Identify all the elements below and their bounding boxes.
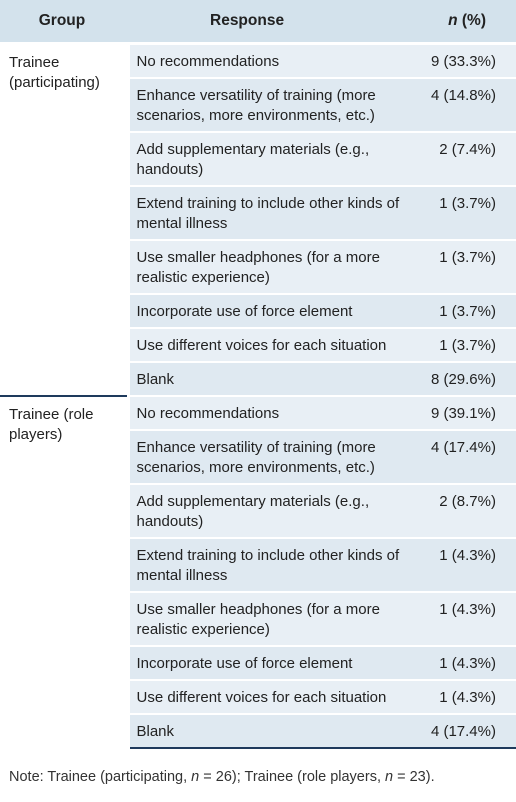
note-n2-label: n [385, 769, 394, 785]
response-cell: Enhance versatility of training (more sc… [128, 430, 420, 485]
table-row: Blank 4 (17.4%) [0, 714, 516, 749]
response-cell: No recommendations [128, 395, 420, 431]
value-cell: 8 (29.6%) [420, 362, 516, 397]
value-cell: 2 (8.7%) [420, 484, 516, 539]
response-cell: Add supplementary materials (e.g., hando… [128, 484, 420, 539]
value-cell: 9 (33.3%) [420, 42, 516, 79]
table-row: Extend training to include other kinds o… [0, 186, 516, 241]
response-cell: Extend training to include other kinds o… [128, 538, 420, 593]
table-row: Trainee (participating) No recommendation… [0, 42, 516, 396]
response-cell: Incorporate use of force element [128, 294, 420, 329]
table-header-row: Group Response n (%) [0, 0, 516, 45]
response-cell: Use different voices for each situation [128, 680, 420, 715]
table-row: Add supplementary materials (e.g., hando… [0, 132, 516, 187]
header-n-percent: n (%) [420, 0, 516, 45]
value-cell: 4 (14.8%) [420, 78, 516, 133]
value-cell: 4 (17.4%) [420, 714, 516, 749]
table-row: Add supplementary materials (e.g., hando… [0, 484, 516, 539]
header-group: Group [0, 0, 128, 45]
response-cell: No recommendations [128, 42, 420, 79]
table-row: Enhance versatility of training (more sc… [0, 78, 516, 133]
table-row: Enhance versatility of training (more sc… [0, 430, 516, 485]
value-cell: 1 (4.3%) [420, 646, 516, 681]
note-prefix: Note: Trainee (participating, [9, 769, 192, 785]
table-row: Extend training to include other kinds o… [0, 538, 516, 593]
table-row: Use different voices for each situation 1… [0, 328, 516, 363]
response-cell: Incorporate use of force element [128, 646, 420, 681]
note-n2-value: = 23). [393, 769, 435, 785]
header-response: Response [128, 0, 420, 45]
group-label: Trainee (participating) [0, 42, 130, 396]
value-cell: 1 (4.3%) [420, 592, 516, 647]
value-cell: 2 (7.4%) [420, 132, 516, 187]
table-row: Use smaller headphones (for a more reali… [0, 592, 516, 647]
table-body: Trainee (participating) No recommendation… [0, 42, 516, 749]
header-n-label: n [448, 12, 458, 29]
table-row: Use different voices for each situation 1… [0, 680, 516, 715]
response-cell: Add supplementary materials (e.g., hando… [128, 132, 420, 187]
table-row: Incorporate use of force element 1 (4.3%) [0, 646, 516, 681]
response-cell: Use smaller headphones (for a more reali… [128, 240, 420, 295]
response-cell: Use different voices for each situation [128, 328, 420, 363]
table-row: Incorporate use of force element 1 (3.7%) [0, 294, 516, 329]
results-table-container: Group Response n (%) Trainee (participat… [0, 0, 516, 749]
response-cell: Blank [128, 714, 420, 749]
value-cell: 1 (3.7%) [420, 240, 516, 295]
value-cell: 1 (3.7%) [420, 328, 516, 363]
table-row: Blank 8 (29.6%) [0, 362, 516, 397]
note-n1-value: = 26); Trainee (role players, [199, 769, 386, 785]
table-note: Note: Trainee (participating, n = 26); T… [9, 769, 435, 785]
group-label: Trainee (role players) [0, 395, 130, 748]
response-cell: Blank [128, 362, 420, 397]
response-cell: Use smaller headphones (for a more reali… [128, 592, 420, 647]
response-cell: Extend training to include other kinds o… [128, 186, 420, 241]
value-cell: 1 (4.3%) [420, 538, 516, 593]
value-cell: 9 (39.1%) [420, 395, 516, 431]
table-row: Use smaller headphones (for a more reali… [0, 240, 516, 295]
response-cell: Enhance versatility of training (more sc… [128, 78, 420, 133]
table-row: Trainee (role players) No recommendations… [0, 395, 516, 748]
value-cell: 1 (4.3%) [420, 680, 516, 715]
note-n1-label: n [191, 769, 200, 785]
results-table: Group Response n (%) Trainee (participat… [0, 0, 516, 749]
value-cell: 1 (3.7%) [420, 186, 516, 241]
header-percent-suffix: (%) [457, 12, 486, 29]
value-cell: 1 (3.7%) [420, 294, 516, 329]
value-cell: 4 (17.4%) [420, 430, 516, 485]
